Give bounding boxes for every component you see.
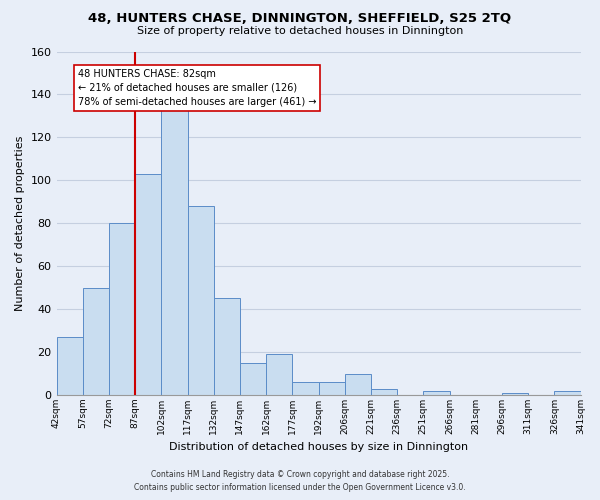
Bar (292, 382, 319, 395)
Bar (135, 174, 161, 395)
Bar (345, 374, 371, 395)
Bar (56, 337, 83, 395)
Text: 48 HUNTERS CHASE: 82sqm
← 21% of detached houses are smaller (126)
78% of semi-d: 48 HUNTERS CHASE: 82sqm ← 21% of detache… (77, 68, 316, 106)
Bar (502, 393, 528, 395)
Y-axis label: Number of detached properties: Number of detached properties (15, 136, 25, 311)
Bar (371, 388, 397, 395)
Bar (109, 224, 135, 395)
Bar (161, 110, 188, 395)
Bar (240, 363, 266, 395)
Bar (554, 390, 581, 395)
Text: Contains HM Land Registry data © Crown copyright and database right 2025.
Contai: Contains HM Land Registry data © Crown c… (134, 470, 466, 492)
Bar (188, 206, 214, 395)
Bar (424, 390, 449, 395)
Bar (83, 288, 109, 395)
Bar (266, 354, 292, 395)
Bar (214, 298, 240, 395)
Text: Size of property relative to detached houses in Dinnington: Size of property relative to detached ho… (137, 26, 463, 36)
Bar (319, 382, 345, 395)
Text: 48, HUNTERS CHASE, DINNINGTON, SHEFFIELD, S25 2TQ: 48, HUNTERS CHASE, DINNINGTON, SHEFFIELD… (88, 12, 512, 26)
X-axis label: Distribution of detached houses by size in Dinnington: Distribution of detached houses by size … (169, 442, 468, 452)
